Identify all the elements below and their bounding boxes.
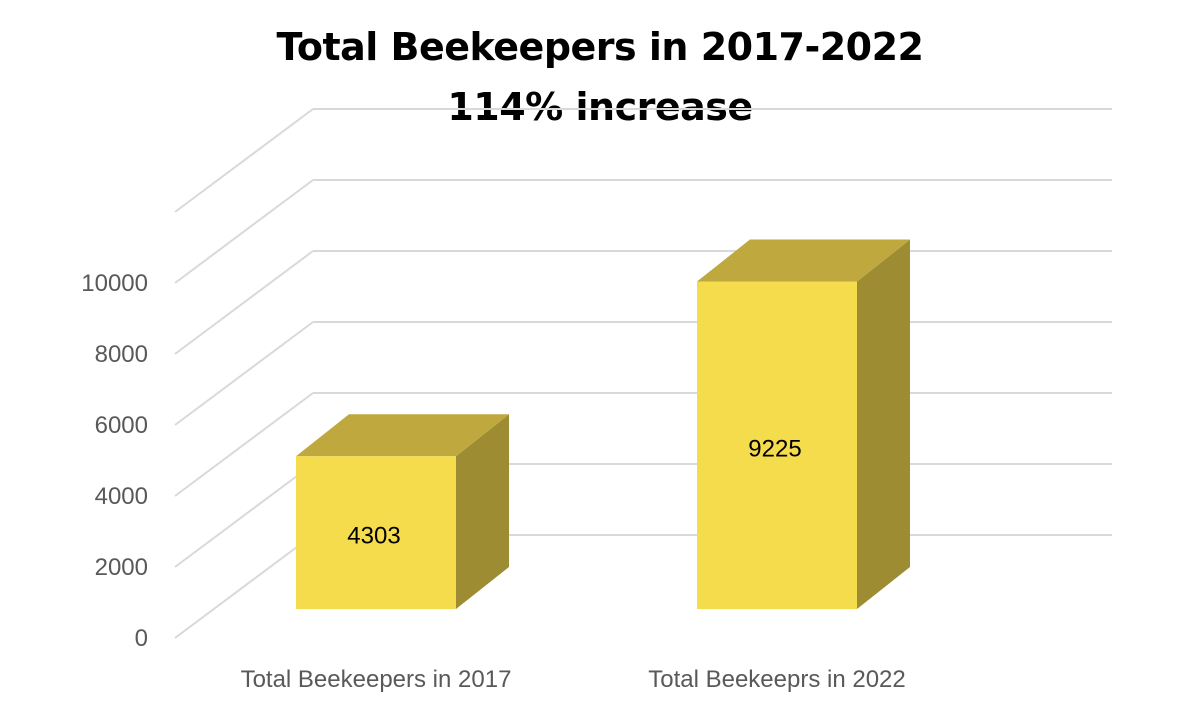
y-tick-label: 8000 bbox=[95, 341, 148, 368]
y-tick-label: 10000 bbox=[81, 270, 148, 297]
gridline-diagonal bbox=[174, 534, 314, 639]
gridline-diagonal bbox=[174, 321, 314, 426]
bar-side bbox=[456, 414, 509, 609]
gridline-diagonal bbox=[174, 179, 314, 284]
bar bbox=[296, 456, 456, 609]
bar-top bbox=[697, 239, 910, 282]
y-tick-label: 6000 bbox=[95, 412, 148, 439]
chart-title: Total Beekeepers in 2017-2022 bbox=[276, 25, 924, 69]
data-label: 4303 bbox=[347, 523, 400, 550]
bar-side bbox=[857, 239, 910, 609]
gridline-diagonal bbox=[174, 250, 314, 355]
bars: 4303 9225 bbox=[296, 239, 910, 609]
data-label: 9225 bbox=[748, 436, 801, 463]
y-tick-label: 4000 bbox=[95, 483, 148, 510]
x-axis-labels: Total Beekeepers in 2017 Total Beekeeprs … bbox=[241, 666, 906, 693]
x-category-label: Total Beekeepers in 2017 bbox=[241, 666, 512, 693]
gridline-diagonal bbox=[174, 463, 314, 568]
y-tick-label: 2000 bbox=[95, 554, 148, 581]
bar bbox=[697, 281, 857, 609]
bar-top bbox=[296, 414, 509, 457]
chart-subtitle: 114% increase bbox=[447, 85, 753, 129]
gridline-diagonal bbox=[174, 108, 314, 213]
y-axis-ticks: 0 2000 4000 6000 8000 10000 bbox=[81, 270, 148, 652]
x-category-label: Total Beekeeprs in 2022 bbox=[648, 666, 906, 693]
gridline-diagonal bbox=[174, 392, 314, 497]
y-tick-label: 0 bbox=[135, 625, 148, 652]
